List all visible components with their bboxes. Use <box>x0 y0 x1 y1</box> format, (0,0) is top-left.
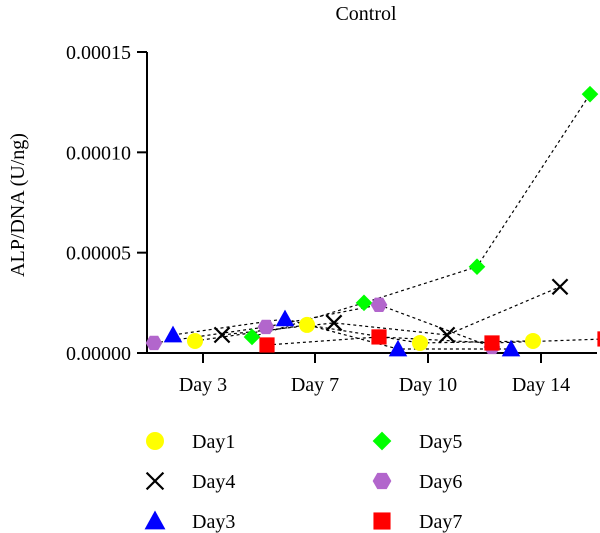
data-point-day7-3 <box>484 335 500 351</box>
legend-marker-day6 <box>372 472 392 490</box>
data-point-day5-4 <box>581 85 599 103</box>
data-point-day3-3 <box>388 339 408 357</box>
legend-label-day6: Day6 <box>419 471 462 493</box>
data-point-day7-2 <box>371 329 387 345</box>
series-line-day6 <box>153 304 493 348</box>
data-point-day4-2-stroke-b <box>325 314 343 332</box>
legend-item-day5: Day5 <box>372 431 462 453</box>
data-point-day5-1 <box>243 328 261 346</box>
data-point-day1-4 <box>525 332 541 349</box>
y-tick-label: 0.00000 <box>66 343 131 365</box>
legend-item-day1: Day1 <box>146 431 235 453</box>
legend-label-day7: Day7 <box>419 511 462 533</box>
data-point-day3-4 <box>501 339 521 357</box>
data-point-day4-3 <box>438 326 456 344</box>
legend-marker-day4 <box>145 471 165 491</box>
data-point-day3-1 <box>163 325 183 343</box>
y-tick-label: 0.00015 <box>66 42 131 64</box>
data-point-day4-1-stroke-b <box>213 326 231 344</box>
data-point-day4-4-stroke-b <box>551 278 569 296</box>
legend-item-day7: Day7 <box>373 511 462 533</box>
legend-marker-day5 <box>372 431 392 451</box>
series-line-day5 <box>251 93 591 338</box>
legend-label-day1: Day1 <box>192 431 235 453</box>
data-point-day4-1 <box>213 326 231 344</box>
data-point-day7-4 <box>597 331 600 347</box>
data-point-day3-2 <box>275 309 295 327</box>
series-line-day7 <box>266 336 600 346</box>
data-point-day6-3 <box>370 297 388 313</box>
data-point-day1-1 <box>187 332 203 349</box>
chart-title: Control <box>335 3 397 25</box>
y-tick-label: 0.00005 <box>66 243 131 265</box>
data-point-day1-3 <box>412 334 428 351</box>
data-point-day7-1 <box>259 337 275 353</box>
x-tick-label: Day 10 <box>399 374 457 396</box>
data-point-day6-1 <box>145 335 163 351</box>
data-point-day4-4 <box>551 278 569 296</box>
legend-item-day4: Day4 <box>145 471 235 493</box>
x-tick-label: Day 14 <box>512 374 570 396</box>
legend-marker-day4-stroke-b <box>145 471 165 491</box>
x-tick-label: Day 3 <box>179 374 227 396</box>
x-tick-label: Day 7 <box>291 374 339 396</box>
y-tick-label: 0.00010 <box>66 142 131 164</box>
legend-marker-day7 <box>373 512 391 530</box>
y-axis-label: ALP/DNA (U/ng) <box>7 133 29 277</box>
legend-label-day5: Day5 <box>419 431 462 453</box>
data-point-day6-2 <box>257 319 275 335</box>
data-point-day4-2 <box>325 314 343 332</box>
legend-item-day3: Day3 <box>144 510 235 533</box>
legend-marker-day1 <box>146 432 164 450</box>
series-line-day4 <box>221 286 561 336</box>
legend-item-day6: Day6 <box>372 471 462 493</box>
data-point-day5-3 <box>468 258 486 276</box>
data-point-day4-3-stroke-b <box>438 326 456 344</box>
data-point-day5-2 <box>355 294 373 312</box>
legend-label-day3: Day3 <box>192 511 235 533</box>
legend-marker-day3 <box>144 510 166 530</box>
data-point-day1-2 <box>299 316 315 333</box>
legend-label-day4: Day4 <box>192 471 235 493</box>
